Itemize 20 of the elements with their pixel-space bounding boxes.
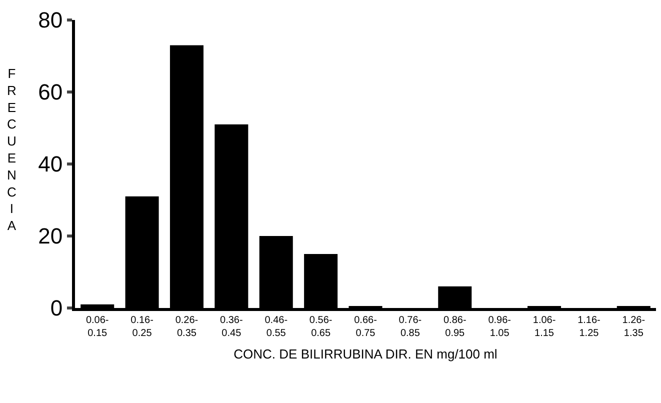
- x-tick-label: 0.16-0.25: [130, 315, 154, 339]
- x-tick-label: 0.26-0.35: [175, 315, 198, 339]
- y-tick-label: 80: [38, 8, 63, 33]
- x-tick-label: 0.96-1.05: [488, 315, 511, 339]
- y-tick-label: 40: [38, 152, 63, 177]
- x-axis-title: CONC. DE BILIRRUBINA DIR. EN mg/100 ml: [234, 346, 498, 362]
- x-tick-label: 0.46-0.55: [264, 315, 288, 339]
- y-tick-label: 60: [38, 80, 63, 105]
- x-tick-label: 1.26-1.35: [622, 315, 646, 339]
- x-tick-label: 1.16-1.25: [578, 315, 600, 339]
- text: FRECUENCIA: [7, 66, 16, 234]
- x-tick-label: 0.36-0.45: [220, 315, 243, 339]
- x-tick-label: 0.76-0.85: [398, 315, 422, 339]
- x-tick-label: 0.86-0.95: [443, 315, 466, 339]
- x-tick-label: 0.06-0.15: [86, 315, 109, 339]
- x-tick-label: 1.06-1.15: [532, 315, 556, 339]
- y-tick-label: 0: [50, 296, 63, 321]
- y-tick-label: 20: [38, 224, 63, 249]
- x-tick-label: 0.56-0.65: [309, 315, 332, 339]
- x-tick-label: 0.66-0.75: [354, 315, 377, 339]
